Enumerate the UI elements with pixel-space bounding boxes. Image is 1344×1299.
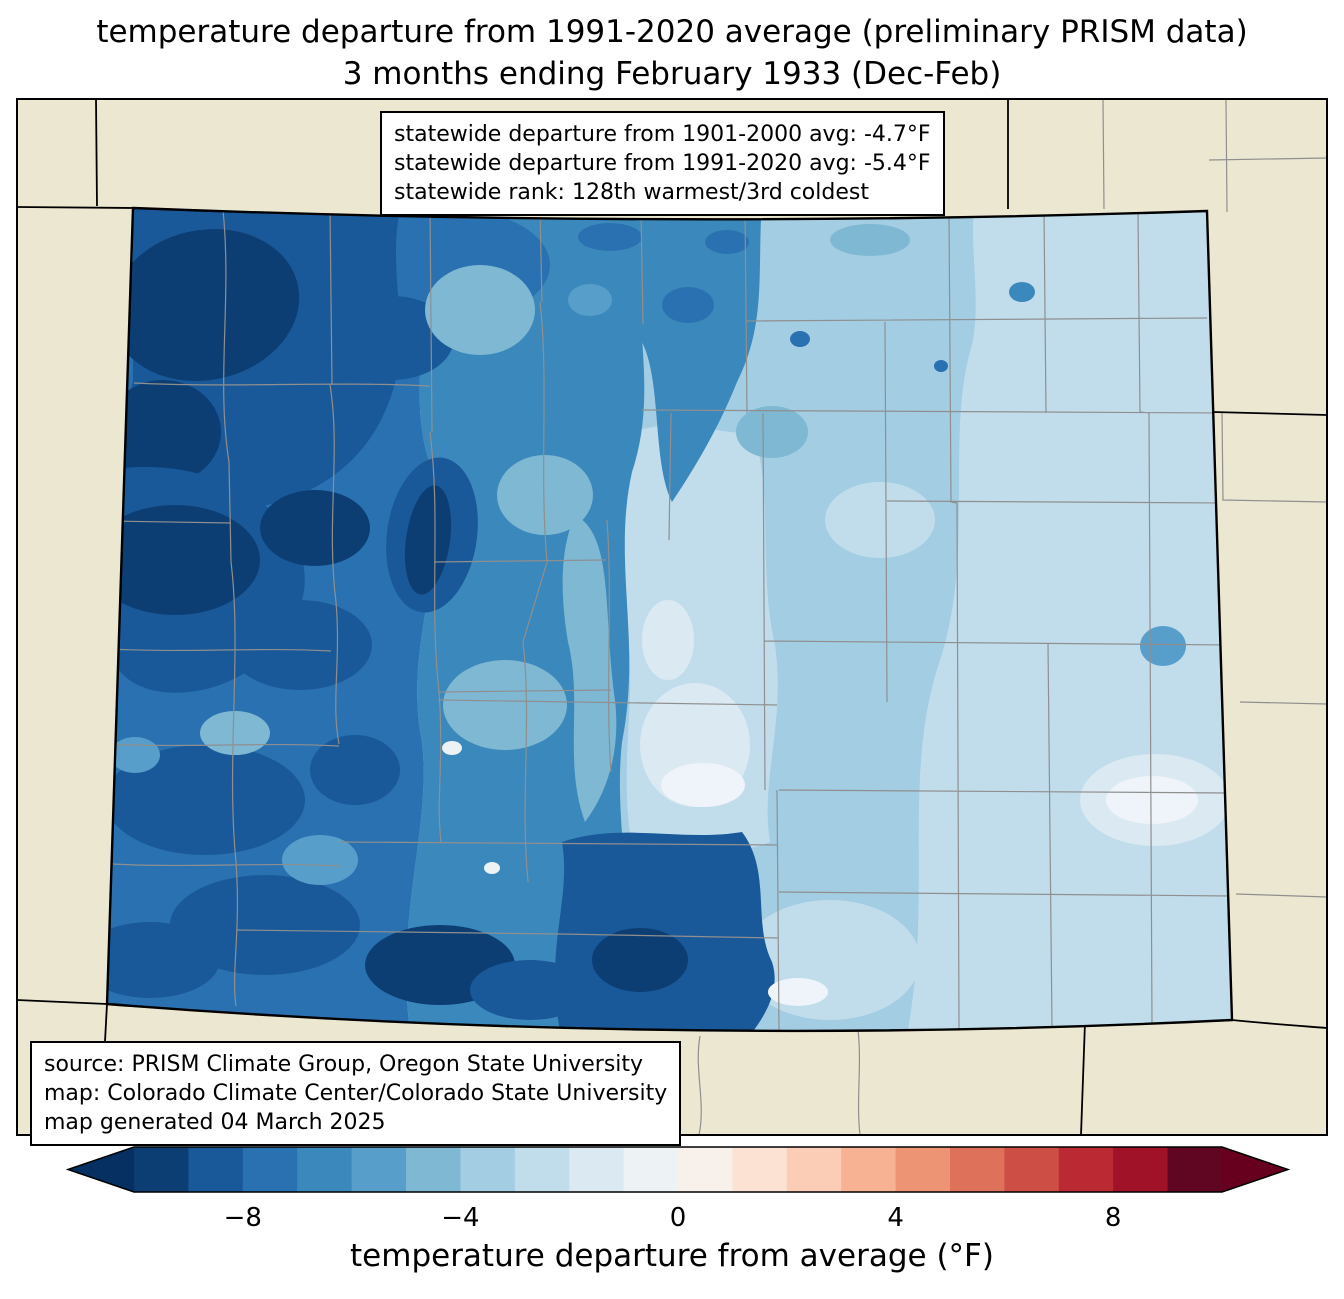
colorbar-segment [460,1147,516,1192]
colorbar-tick-label: −8 [224,1203,262,1233]
fill-central-light [443,660,567,750]
colorbar-segment [297,1147,353,1192]
fill-south-white-spot [768,978,828,1006]
fill-east-mid-pocket [736,406,808,458]
fill-corridor-white-spot [661,763,745,807]
fill-south-darkest [592,928,688,992]
colorbar-outline [65,1146,1291,1193]
fill-east-dot [1009,282,1035,302]
fill-nw-darkest [110,229,300,381]
colorbar-segment [895,1147,951,1192]
colorbar: −8 −4 0 4 8 [65,1146,1291,1233]
fill-top-plume [560,208,762,502]
fill-nw-darkest [107,380,221,484]
fill-sw-light-pocket [282,835,358,885]
colorbar-segment [841,1147,897,1192]
colorbar-segment [1004,1147,1060,1192]
neighbor-county-lines [697,99,1327,1135]
fill-plume-dark-spot [662,287,714,323]
fill-east-mid-blob [1140,626,1186,666]
figure-title-line1: temperature departure from 1991-2020 ave… [96,14,1248,50]
fill-white-dot [442,741,462,755]
fill-wc-darkest [260,490,370,566]
colorbar-segment [188,1147,244,1192]
colorbar-segment [134,1147,189,1192]
fill-white-dot [484,862,500,874]
colorbar-segment [514,1147,570,1192]
fill-central-light [425,265,535,355]
fill-central-light [497,455,593,535]
source-line-1: source: PRISM Climate Group, Oregon Stat… [44,1052,644,1077]
fill-north-tongue [830,224,910,256]
fill-east-dot [790,331,810,347]
stats-line-3: statewide rank: 128th warmest/3rd coldes… [394,180,869,206]
fill-plume-dark-spot [578,223,642,251]
colorbar-tick-label: 8 [1105,1203,1122,1233]
fill-sw-dark [107,922,220,998]
colorbar-under-arrow [68,1147,134,1192]
colorbar-segment [1058,1147,1114,1192]
colorbar-segment [351,1147,407,1192]
fill-south-dark [470,960,590,1020]
colorbar-tick-label: −4 [441,1203,479,1233]
fill-east-pocket [825,482,935,558]
map-area [17,99,1327,1135]
fill-sw-dark [310,735,400,805]
colorbar-tick-label: 0 [670,1203,687,1233]
colorbar-segment [1113,1147,1169,1192]
fill-wc-dark [228,600,372,690]
fill-corridor-paler2 [642,600,694,680]
figure-title-line2: 3 months ending February 1933 (Dec-Feb) [342,56,1002,92]
fill-sawatch-darkest [404,485,452,595]
colorbar-tick-label: 4 [887,1203,904,1233]
fill-sw-dark [107,745,305,855]
fill-sw-light-pocket [200,711,270,755]
fill-wc-darkest [107,505,260,615]
fill-central-light-strip [562,515,617,822]
source-credit-box: source: PRISM Climate Group, Oregon Stat… [30,1041,682,1147]
colorbar-segment [1167,1147,1223,1192]
colorbar-segment [569,1147,625,1192]
fill-east-white-spot [1106,776,1198,824]
colorado-choropleth [107,208,1232,1031]
colorbar-segment [678,1147,733,1192]
fill-plume-dark-spot [705,230,749,254]
colorbar-segment [242,1147,298,1192]
fill-central-band [406,208,645,1031]
source-line-3: map generated 04 March 2025 [44,1110,386,1136]
colorbar-segment [950,1147,1005,1192]
stats-line-2: statewide departure from 1991-2020 avg: … [394,151,931,177]
colorbar-segment [732,1147,788,1192]
statewide-stats-box: statewide departure from 1901-2000 avg: … [380,111,945,217]
colorbar-segment [623,1147,679,1192]
fill-plume-light-spot [568,284,612,316]
colorbar-segment [786,1147,842,1192]
colorbar-axis-label: temperature departure from average (°F) [350,1238,994,1274]
colorbar-over-arrow [1222,1147,1288,1192]
fill-east-dot [934,360,948,372]
fill-sw-light-pocket [110,737,160,773]
source-line-2: map: Colorado Climate Center/Colorado St… [44,1081,668,1107]
stats-line-1: statewide departure from 1901-2000 avg: … [394,122,931,147]
colorado-county-lines-west [107,209,612,1007]
colorado-county-lines-east [236,211,1232,1031]
colorbar-segment [406,1147,461,1192]
